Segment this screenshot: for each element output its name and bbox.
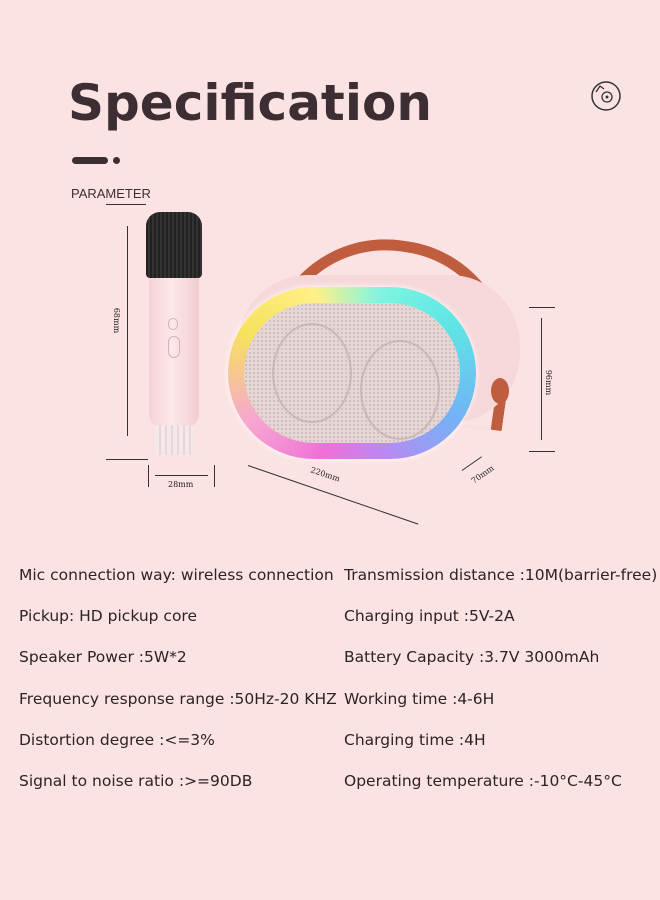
page-title: Specification — [68, 74, 432, 132]
spec-item: Battery Capacity :3.7V 3000mAh — [344, 648, 600, 666]
speaker-cone-left — [272, 323, 352, 423]
speaker-height-label: 96mm — [544, 369, 554, 396]
spec-item: Transmission distance :10M(barrier-free) — [344, 566, 658, 584]
spec-item: Speaker Power :5W*2 — [19, 648, 187, 666]
spec-item: Charging input :5V-2A — [344, 607, 515, 625]
speaker-depth-arrow — [461, 456, 482, 471]
mic-height-arrow — [127, 226, 128, 436]
mic-base — [155, 425, 193, 455]
speaker-cone-right — [360, 340, 440, 440]
dim-tick — [529, 451, 555, 452]
spec-item: Distortion degree :<=3% — [19, 731, 215, 749]
spec-item: Operating temperature :-10°C-45°C — [344, 772, 622, 790]
speaker-length-label: 220mm — [309, 465, 342, 484]
dim-tick — [148, 465, 149, 487]
mic-head — [146, 212, 202, 278]
title-underline-dot — [113, 157, 120, 164]
dim-tick — [529, 307, 555, 308]
mic-width-arrow — [155, 475, 208, 476]
spec-item: Signal to noise ratio :>=90DB — [19, 772, 253, 790]
spec-item: Working time :4-6H — [344, 690, 495, 708]
disc-icon — [591, 81, 621, 111]
dim-tick — [106, 204, 146, 205]
speaker-height-arrow — [541, 318, 542, 440]
speaker-knob — [491, 378, 509, 404]
spec-item: Frequency response range :50Hz-20 KHZ — [19, 690, 337, 708]
dim-tick — [106, 459, 148, 460]
mic-width-label: 28mm — [168, 480, 194, 489]
parameter-label: PARAMETER — [71, 186, 151, 201]
spec-item: Mic connection way: wireless connection — [19, 566, 334, 584]
dim-tick — [214, 465, 215, 487]
mic-volume-button — [168, 336, 180, 358]
speaker-depth-label: 70mm — [469, 463, 496, 486]
title-underline-dash — [72, 157, 108, 164]
mic-power-button — [168, 318, 178, 330]
spec-item: Pickup: HD pickup core — [19, 607, 197, 625]
spec-item: Charging time :4H — [344, 731, 486, 749]
mic-height-label: 68mm — [112, 307, 122, 334]
